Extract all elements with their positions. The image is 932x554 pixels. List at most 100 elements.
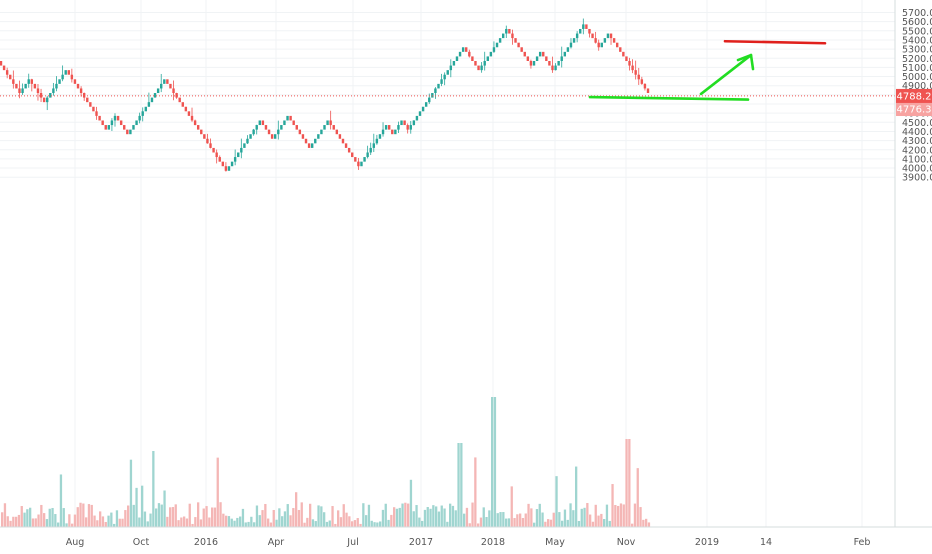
y-tick-label: 3900.0 bbox=[902, 173, 932, 184]
candle-up bbox=[61, 74, 64, 80]
volume-bar bbox=[143, 511, 147, 527]
volume-bar bbox=[205, 506, 208, 527]
volume-bar bbox=[636, 468, 639, 527]
volume-bar bbox=[113, 523, 116, 527]
volume-bar bbox=[138, 517, 141, 527]
candle-up bbox=[147, 102, 151, 107]
volume-bar bbox=[264, 503, 267, 527]
candle-up bbox=[603, 38, 607, 43]
volume-bar bbox=[370, 520, 373, 527]
candle-down bbox=[175, 93, 178, 98]
volume-bar bbox=[236, 517, 239, 527]
candle-down bbox=[351, 152, 354, 158]
candle-up bbox=[501, 33, 505, 39]
target-line[interactable] bbox=[723, 39, 827, 45]
y-tick-label: 4000.0 bbox=[902, 164, 932, 175]
volume-bar bbox=[311, 519, 315, 527]
volume-bar bbox=[59, 474, 63, 527]
volume-bar bbox=[527, 503, 530, 527]
candle-up bbox=[129, 129, 132, 135]
candle-down bbox=[15, 83, 18, 89]
volume-bar bbox=[255, 505, 259, 527]
volume-bar bbox=[390, 514, 393, 527]
volume-bar bbox=[569, 503, 572, 527]
support-line[interactable] bbox=[588, 95, 750, 101]
volume-bar bbox=[549, 519, 553, 527]
volume-bar bbox=[124, 510, 127, 527]
volume-bar bbox=[155, 508, 158, 527]
candle-down bbox=[474, 60, 477, 66]
volume-bar bbox=[183, 516, 186, 527]
volume-bar bbox=[519, 513, 522, 527]
time-axis-labels[interactable]: Aug Oct 2016 Apr Jul 2017 2018 May Nov 2019 14 Feb bbox=[66, 537, 871, 548]
candle-up bbox=[446, 70, 449, 75]
volume-bar bbox=[418, 517, 421, 527]
candle-down bbox=[471, 56, 474, 61]
current-price-tag bbox=[896, 88, 932, 103]
candle-down bbox=[42, 97, 46, 103]
volume-bar bbox=[31, 518, 35, 527]
candle-up bbox=[560, 56, 563, 61]
volume-bar bbox=[295, 492, 298, 527]
volume-bar bbox=[468, 523, 471, 527]
candle-down bbox=[585, 24, 588, 29]
volume-bar bbox=[12, 516, 15, 527]
candle-up bbox=[372, 143, 375, 148]
candle-down bbox=[98, 115, 101, 121]
volume-bar bbox=[614, 504, 617, 527]
current-price-label: 4788.2 bbox=[897, 91, 932, 102]
candle-up bbox=[314, 138, 317, 144]
candle-up bbox=[277, 129, 280, 135]
volume-bar bbox=[225, 515, 228, 527]
volume-bar bbox=[283, 511, 287, 527]
candle-up bbox=[443, 74, 446, 80]
candle-down bbox=[335, 129, 339, 135]
volume-bar bbox=[34, 518, 37, 527]
volume-bar bbox=[174, 504, 177, 527]
candle-down bbox=[181, 102, 184, 107]
candle-up bbox=[283, 120, 286, 126]
volume-bar bbox=[118, 518, 121, 527]
volume-bar bbox=[594, 504, 597, 527]
x-tick-label: Feb bbox=[854, 537, 871, 548]
volume-bar bbox=[362, 503, 365, 527]
candle-down bbox=[594, 38, 597, 43]
price-axis-labels[interactable]: 5700.05600.05500.05400.05300.05200.05100… bbox=[902, 8, 932, 184]
volume-bar bbox=[474, 457, 477, 527]
candle-up bbox=[49, 93, 52, 98]
candle-down bbox=[551, 65, 554, 71]
candle-up bbox=[572, 38, 576, 43]
x-tick-label: 2017 bbox=[409, 537, 433, 548]
volume-bar bbox=[40, 504, 43, 527]
candle-up bbox=[563, 51, 567, 57]
x-tick-label: Aug bbox=[66, 537, 85, 548]
candle-up bbox=[249, 134, 252, 139]
candle-up bbox=[428, 97, 431, 103]
candle-down bbox=[354, 157, 357, 162]
volume-bar bbox=[132, 504, 135, 527]
volume-bar bbox=[600, 513, 603, 527]
volume-bar bbox=[227, 516, 231, 527]
volume-bar bbox=[605, 504, 609, 527]
candle-up bbox=[58, 79, 61, 84]
volume-bar bbox=[496, 513, 499, 527]
candle-up bbox=[27, 79, 30, 84]
candle-up bbox=[113, 115, 117, 121]
volume-bar bbox=[351, 521, 354, 527]
volume-bar bbox=[642, 519, 645, 527]
candle-down bbox=[270, 134, 274, 139]
volume-bar bbox=[507, 518, 511, 527]
candle-down bbox=[193, 120, 197, 126]
volume-bar bbox=[387, 519, 390, 527]
candle-up bbox=[153, 93, 157, 98]
projection-arrow[interactable] bbox=[699, 53, 753, 96]
candle-down bbox=[508, 28, 511, 34]
volume-bar bbox=[460, 443, 463, 527]
candle-up bbox=[141, 111, 144, 116]
volume-bar bbox=[37, 514, 40, 527]
candle-down bbox=[36, 88, 40, 94]
volume-bar bbox=[247, 521, 250, 527]
candle-down bbox=[514, 38, 517, 43]
